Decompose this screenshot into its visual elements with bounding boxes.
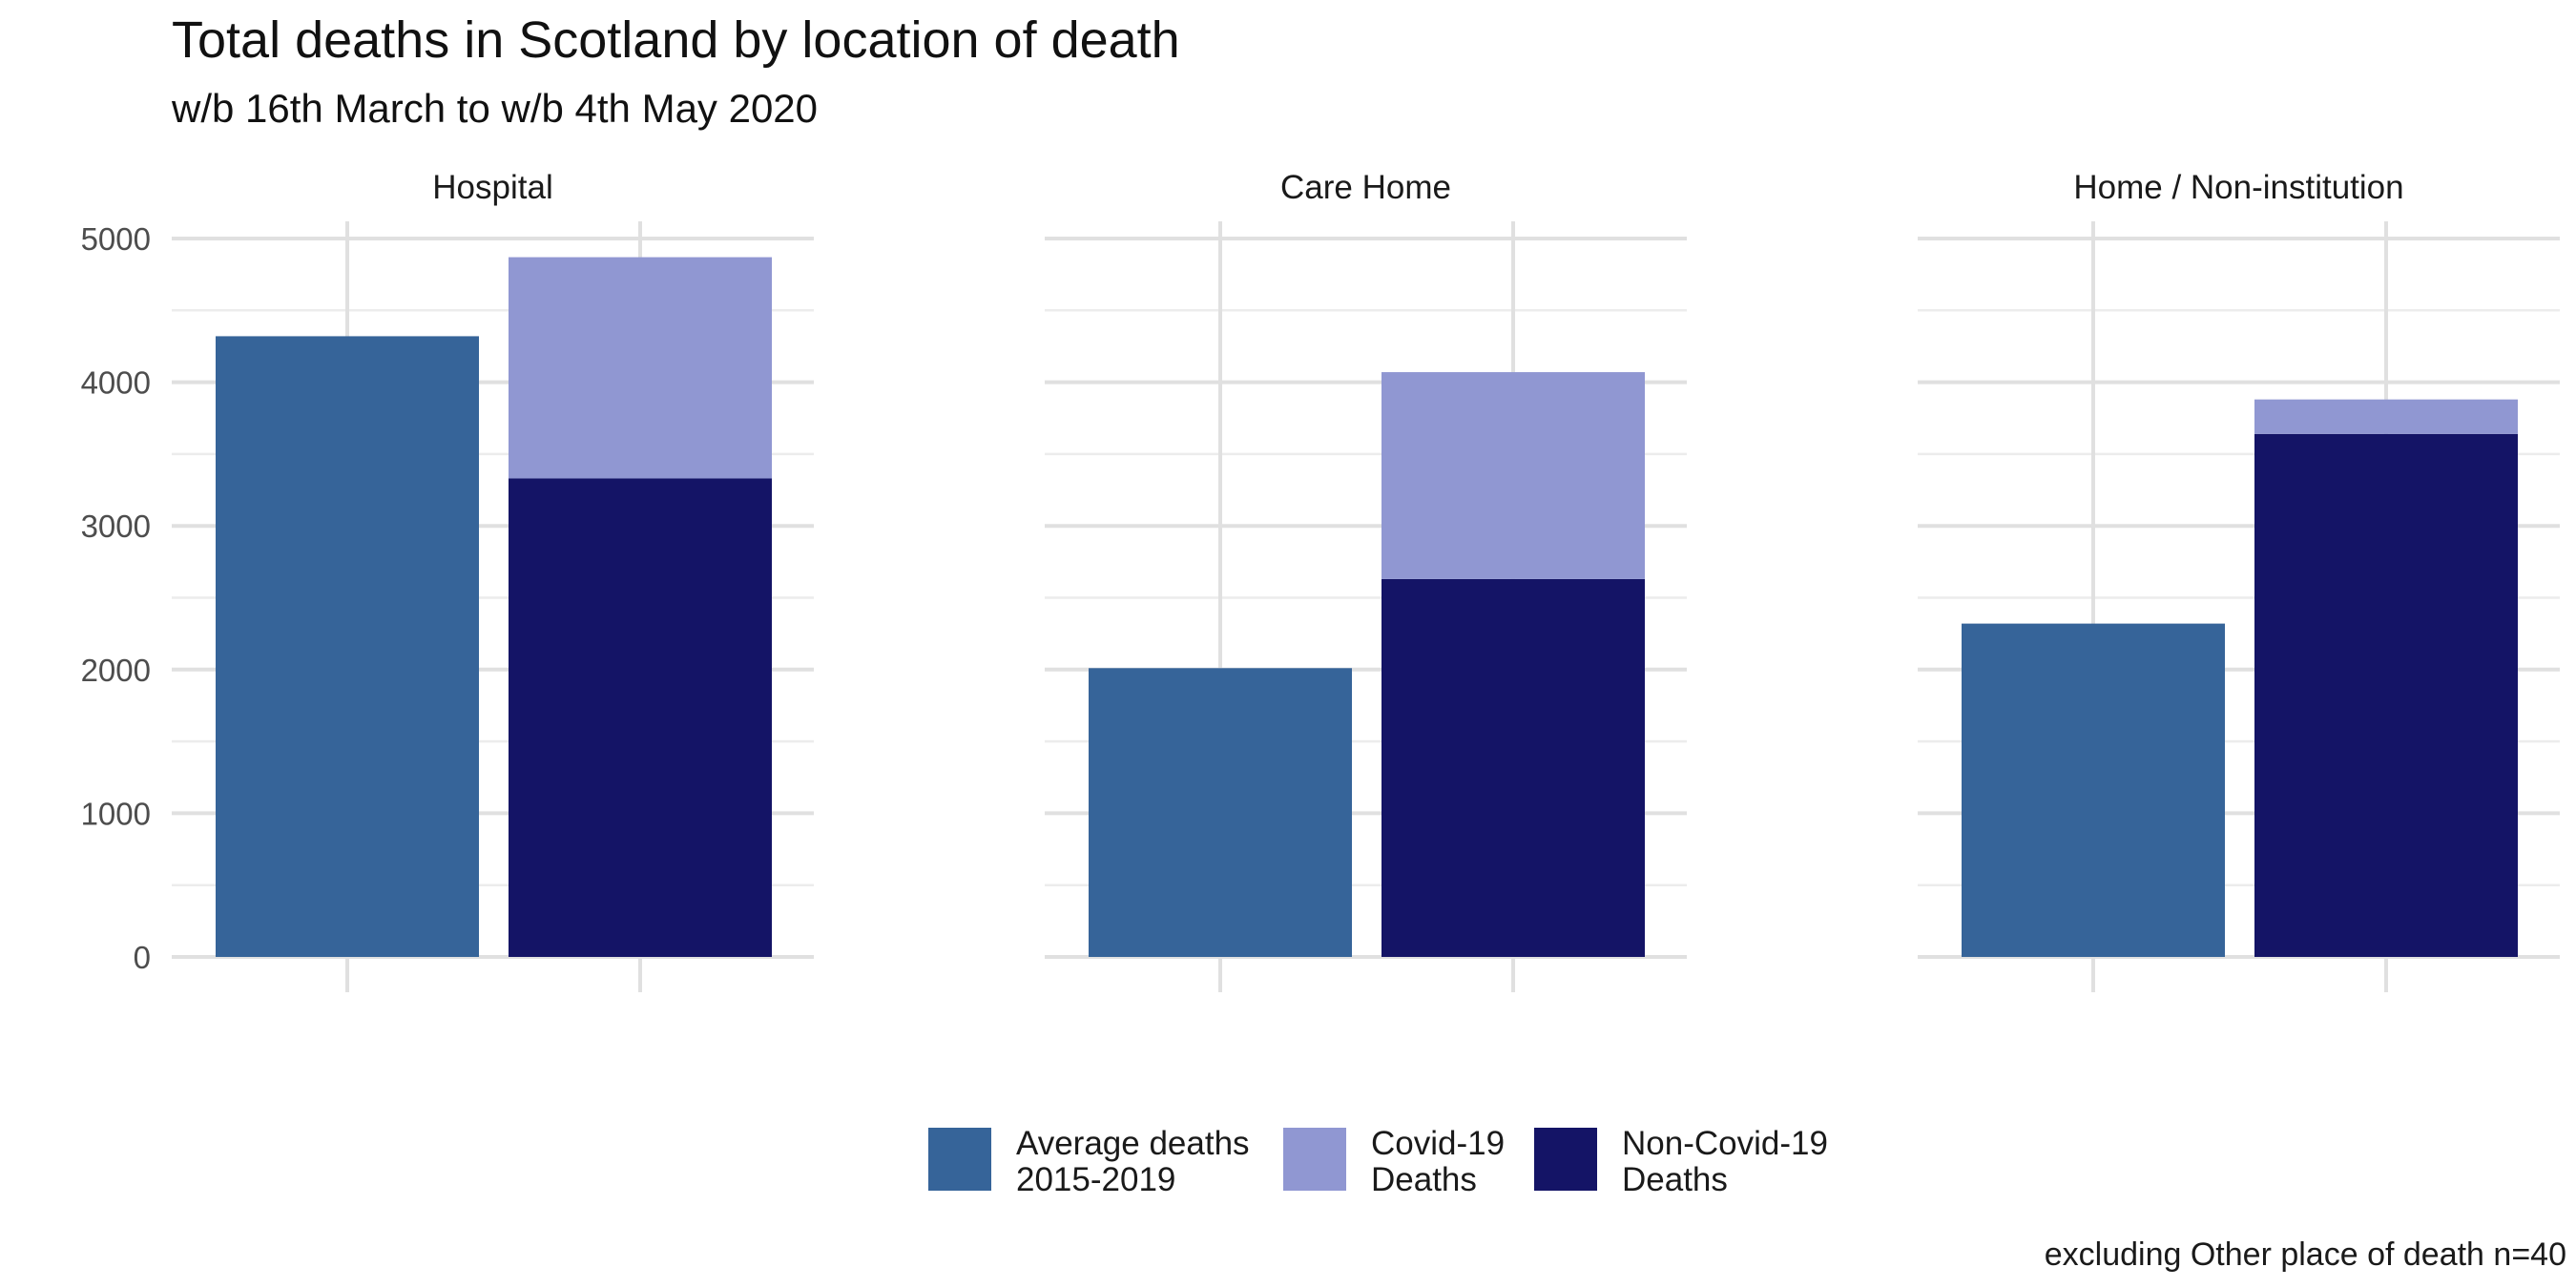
- bar-average: [216, 336, 479, 958]
- bar-noncovid: [1381, 578, 1645, 957]
- legend-label: Deaths: [1622, 1161, 1728, 1198]
- panel-1: Hospital: [172, 169, 814, 992]
- panel-title: Care Home: [1280, 169, 1451, 206]
- y-tick-label: 4000: [81, 365, 151, 401]
- y-tick-label: 2000: [81, 653, 151, 688]
- bar-average: [1962, 623, 2225, 957]
- y-tick-label: 0: [134, 940, 151, 975]
- y-axis: 0 1000 2000 3000 4000 5000: [81, 221, 151, 975]
- y-tick-label: 3000: [81, 509, 151, 544]
- panel-2: Care Home: [1045, 169, 1687, 992]
- chart-subtitle: w/b 16th March to w/b 4th May 2020: [171, 86, 818, 131]
- bar-average: [1089, 668, 1352, 957]
- legend-label: Deaths: [1371, 1161, 1477, 1198]
- chart-title: Total deaths in Scotland by location of …: [172, 11, 1180, 69]
- bar-noncovid: [509, 478, 772, 957]
- legend-label: Non-Covid-19: [1622, 1125, 1828, 1162]
- chart-caption: excluding Other place of death n=40: [2045, 1236, 2566, 1273]
- y-tick-label: 5000: [81, 221, 151, 257]
- legend-label: Average deaths: [1016, 1125, 1250, 1162]
- panel-title: Hospital: [432, 169, 552, 206]
- legend-label: 2015-2019: [1016, 1161, 1175, 1198]
- facet-panels: Hospital Care Home Home / Non-institution: [172, 169, 2560, 992]
- bar-noncovid: [2254, 433, 2518, 957]
- panel-3: Home / Non-institution: [1918, 169, 2560, 992]
- bar-covid: [1381, 372, 1645, 579]
- legend-swatch: [1534, 1128, 1597, 1191]
- legend: Average deaths2015-2019Covid-19DeathsNon…: [928, 1125, 1828, 1198]
- legend-swatch: [928, 1128, 991, 1191]
- y-tick-label: 1000: [81, 796, 151, 831]
- bar-covid: [509, 257, 772, 479]
- bar-covid: [2254, 399, 2518, 434]
- panel-title: Home / Non-institution: [2073, 169, 2403, 206]
- legend-swatch: [1283, 1128, 1346, 1191]
- legend-label: Covid-19: [1371, 1125, 1505, 1162]
